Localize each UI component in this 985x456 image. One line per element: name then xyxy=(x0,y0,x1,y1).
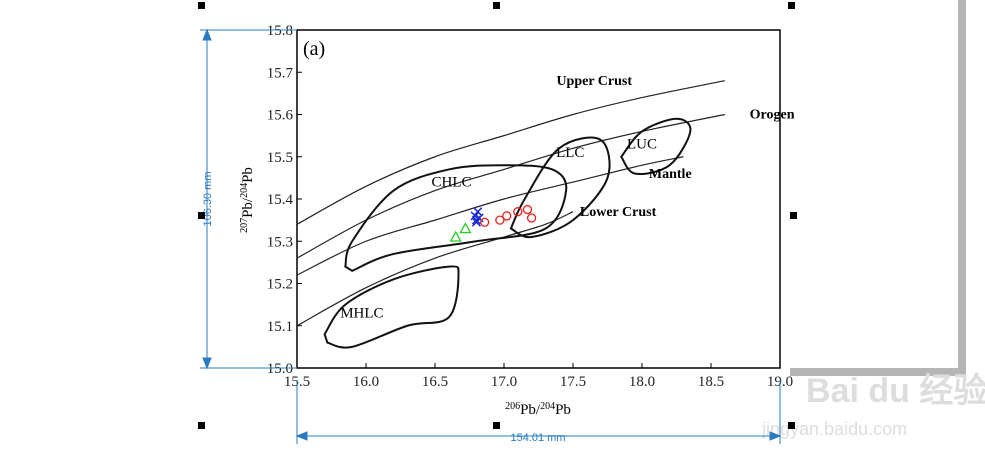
curve-label: Orogen xyxy=(750,108,795,123)
curve-label: Mantle xyxy=(649,167,692,182)
data-point-circle xyxy=(522,204,533,215)
plot-frame xyxy=(296,29,781,369)
y-tick-label: 15.1 xyxy=(267,319,293,335)
document-page xyxy=(790,0,966,376)
resize-handle-tr[interactable] xyxy=(788,2,795,9)
region-mhlc xyxy=(323,265,460,349)
x-tick-label: 18.5 xyxy=(698,374,724,390)
data-point-cross xyxy=(471,217,481,227)
region-label: MHLC xyxy=(340,305,383,321)
resize-handle-tl[interactable] xyxy=(198,2,205,9)
data-point-circle xyxy=(480,217,490,227)
region-label: LLC xyxy=(556,145,584,161)
curve-label: Upper Crust xyxy=(556,74,632,89)
region-label: LUC xyxy=(627,136,657,152)
curve-label: Lower Crust xyxy=(580,205,657,220)
resize-handle-t[interactable] xyxy=(493,2,500,9)
resize-handle-bl[interactable] xyxy=(198,422,205,429)
y-tick-label: 15.8 xyxy=(267,23,293,39)
region-label: CHLC xyxy=(432,174,472,190)
region-chlc xyxy=(344,164,568,272)
data-point-circle xyxy=(513,207,523,217)
resize-handle-l[interactable] xyxy=(198,212,205,219)
y-tick-label: 15.6 xyxy=(267,108,294,124)
y-axis-label: 207Pb/204Pb xyxy=(239,167,257,233)
resize-handle-r[interactable] xyxy=(790,212,797,219)
x-tick-label: 16.0 xyxy=(353,374,379,390)
resize-handle-br[interactable] xyxy=(788,422,795,429)
y-tick-label: 15.5 xyxy=(267,150,293,166)
watermark-brand: Bai du 经验 xyxy=(806,372,985,410)
curve-lower-crust xyxy=(296,211,574,327)
watermark-url: jingyan.baidu.com xyxy=(762,419,908,439)
x-tick-label: 16.5 xyxy=(422,374,448,390)
width-dimension xyxy=(295,380,782,444)
data-point-circle xyxy=(526,213,537,223)
x-tick-label: 18.0 xyxy=(629,374,655,390)
data-point-triangle xyxy=(449,230,462,242)
height-dimension-label: 106.30 mm xyxy=(202,171,214,226)
x-tick-label: 17.0 xyxy=(491,374,517,390)
height-dimension xyxy=(200,28,297,370)
curve-upper-crust xyxy=(296,80,725,225)
panel-label: (a) xyxy=(303,38,325,60)
resize-handle-b[interactable] xyxy=(493,422,500,429)
region-luc xyxy=(620,117,692,175)
data-point-circle xyxy=(502,211,512,221)
region-llc xyxy=(509,136,611,239)
y-tick-label: 15.4 xyxy=(267,192,294,208)
data-point-triangle xyxy=(459,222,472,234)
x-tick-label: 17.5 xyxy=(560,374,586,390)
y-tick-label: 15.0 xyxy=(267,361,293,377)
y-tick-label: 15.7 xyxy=(267,65,294,81)
width-dimension-label: 154.01 mm xyxy=(510,432,565,444)
data-point-cross xyxy=(474,213,484,223)
y-tick-label: 15.2 xyxy=(267,277,293,293)
y-tick-label: 15.3 xyxy=(267,234,293,250)
x-axis-label: 206Pb/204Pb xyxy=(505,401,571,419)
curve-mantle xyxy=(296,156,684,276)
data-point-circle xyxy=(495,215,505,225)
